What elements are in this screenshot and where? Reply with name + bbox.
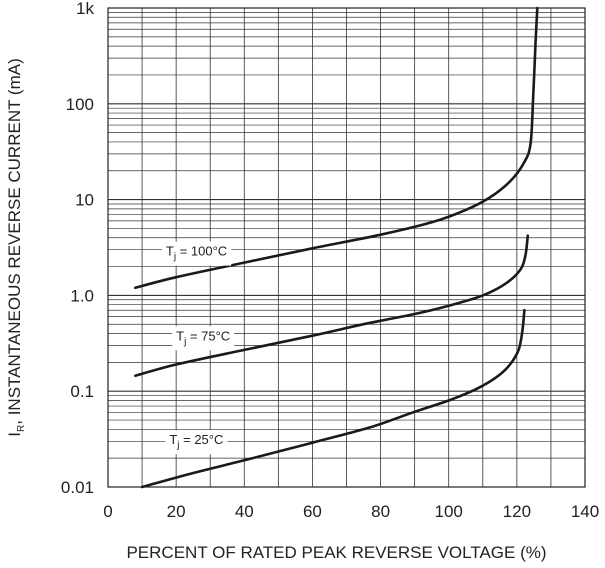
x-tick-label: 60 bbox=[303, 502, 322, 521]
series-label-0: Tj = 100°C bbox=[166, 244, 227, 263]
series-label-2: Tj = 25°C bbox=[169, 432, 223, 451]
y-tick-label: 10 bbox=[75, 191, 94, 210]
x-axis-title: PERCENT OF RATED PEAK REVERSE VOLTAGE (%… bbox=[126, 543, 546, 562]
series-label-rest: = 75°C bbox=[186, 328, 230, 343]
series-label-bg-0 bbox=[161, 241, 232, 266]
x-tick-label: 80 bbox=[371, 502, 390, 521]
series-label-1: Tj = 75°C bbox=[176, 328, 230, 347]
series-line-1 bbox=[134, 234, 530, 377]
series-label-sub: j bbox=[173, 252, 176, 263]
series-label-sub: j bbox=[183, 336, 186, 347]
y-axis-title-main: I bbox=[5, 432, 24, 437]
plot-frame bbox=[107, 7, 586, 488]
series-label-main: T bbox=[176, 328, 184, 343]
series-group bbox=[134, 6, 539, 489]
x-tick-label: 0 bbox=[103, 502, 112, 521]
x-tick-label: 100 bbox=[435, 502, 463, 521]
series-label-main: T bbox=[169, 432, 177, 447]
y-tick-label: 1.0 bbox=[70, 286, 94, 305]
tick-labels: 0 20 40 60 80 100 120 140 0.01 0.1 1.0 10 100 1k bbox=[61, 0, 599, 521]
series-label-main: T bbox=[166, 244, 174, 259]
series-label-bg-1 bbox=[172, 326, 235, 351]
y-tick-label: 1k bbox=[76, 0, 94, 18]
series-line-2 bbox=[140, 308, 526, 489]
y-tick-label: 0.1 bbox=[70, 382, 94, 401]
x-tick-label: 20 bbox=[167, 502, 186, 521]
x-tick-label: 40 bbox=[235, 502, 254, 521]
y-axis-title: IR, INSTANTANEOUS REVERSE CURRENT (mA) bbox=[5, 58, 27, 436]
series-labels: Tj = 100°CTj = 75°CTj = 25°C bbox=[161, 241, 235, 455]
y-tick-label: 100 bbox=[66, 95, 94, 114]
series-label-rest: = 25°C bbox=[180, 432, 224, 447]
x-tick-label: 120 bbox=[503, 502, 531, 521]
y-tick-label: 0.01 bbox=[61, 478, 94, 497]
grid bbox=[108, 8, 585, 487]
y-axis-title-rest: , INSTANTANEOUS REVERSE CURRENT (mA) bbox=[5, 58, 24, 424]
series-label-sub: j bbox=[176, 440, 179, 451]
x-tick-label: 140 bbox=[571, 502, 599, 521]
series-label-bg-2 bbox=[165, 430, 228, 455]
series-label-rest: = 100°C bbox=[176, 244, 227, 259]
y-axis-title-sub: R bbox=[16, 425, 27, 432]
series-line-0 bbox=[134, 6, 539, 290]
